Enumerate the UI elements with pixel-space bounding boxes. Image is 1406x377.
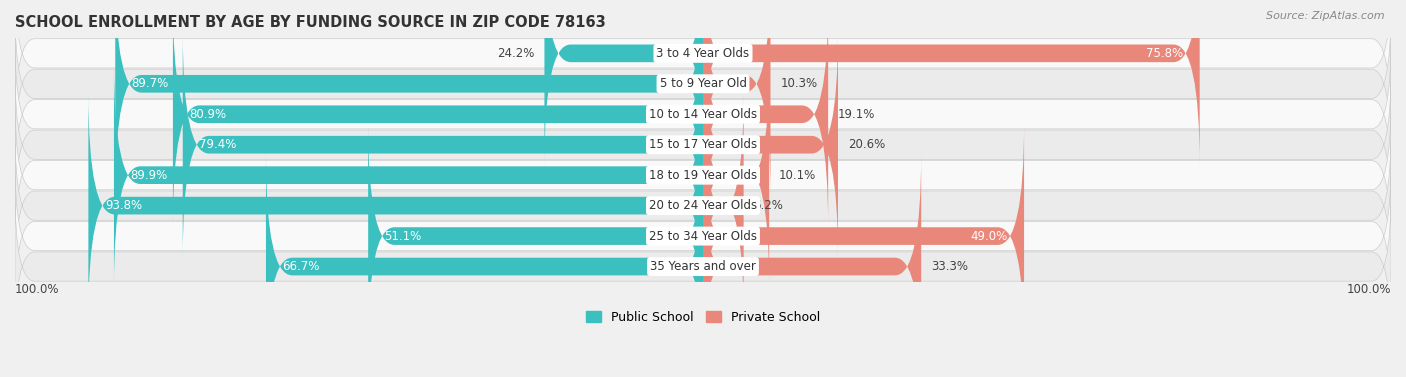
Text: 10.1%: 10.1% (779, 169, 817, 182)
Text: 35 Years and over: 35 Years and over (650, 260, 756, 273)
FancyBboxPatch shape (266, 153, 703, 377)
Text: 79.4%: 79.4% (200, 138, 236, 151)
FancyBboxPatch shape (15, 7, 1391, 161)
Text: 20.6%: 20.6% (848, 138, 884, 151)
FancyBboxPatch shape (115, 0, 703, 197)
Text: 51.1%: 51.1% (385, 230, 422, 242)
FancyBboxPatch shape (703, 62, 769, 288)
Text: 80.9%: 80.9% (190, 108, 226, 121)
Text: 93.8%: 93.8% (105, 199, 142, 212)
FancyBboxPatch shape (89, 93, 703, 319)
Text: 66.7%: 66.7% (283, 260, 319, 273)
Text: 24.2%: 24.2% (498, 47, 534, 60)
Text: 49.0%: 49.0% (970, 230, 1008, 242)
FancyBboxPatch shape (15, 129, 1391, 282)
FancyBboxPatch shape (703, 1, 828, 227)
Text: 18 to 19 Year Olds: 18 to 19 Year Olds (650, 169, 756, 182)
Text: 20 to 24 Year Olds: 20 to 24 Year Olds (650, 199, 756, 212)
Text: 6.2%: 6.2% (754, 199, 783, 212)
Text: 100.0%: 100.0% (1347, 283, 1391, 296)
FancyBboxPatch shape (703, 0, 770, 197)
FancyBboxPatch shape (703, 123, 1024, 349)
Text: 89.9%: 89.9% (131, 169, 167, 182)
FancyBboxPatch shape (114, 62, 703, 288)
FancyBboxPatch shape (15, 190, 1391, 343)
Text: 75.8%: 75.8% (1146, 47, 1184, 60)
FancyBboxPatch shape (183, 32, 703, 258)
FancyBboxPatch shape (15, 37, 1391, 191)
FancyBboxPatch shape (173, 1, 703, 227)
FancyBboxPatch shape (368, 123, 703, 349)
Text: 3 to 4 Year Olds: 3 to 4 Year Olds (657, 47, 749, 60)
FancyBboxPatch shape (15, 68, 1391, 221)
FancyBboxPatch shape (703, 0, 1199, 166)
Text: 19.1%: 19.1% (838, 108, 876, 121)
FancyBboxPatch shape (703, 93, 744, 319)
FancyBboxPatch shape (544, 0, 703, 166)
FancyBboxPatch shape (703, 32, 838, 258)
Legend: Public School, Private School: Public School, Private School (581, 306, 825, 329)
Text: 10.3%: 10.3% (780, 77, 817, 90)
Text: 5 to 9 Year Old: 5 to 9 Year Old (659, 77, 747, 90)
FancyBboxPatch shape (15, 159, 1391, 313)
Text: 10 to 14 Year Olds: 10 to 14 Year Olds (650, 108, 756, 121)
FancyBboxPatch shape (15, 98, 1391, 252)
FancyBboxPatch shape (703, 153, 921, 377)
Text: 15 to 17 Year Olds: 15 to 17 Year Olds (650, 138, 756, 151)
Text: 89.7%: 89.7% (132, 77, 169, 90)
Text: 100.0%: 100.0% (15, 283, 59, 296)
Text: SCHOOL ENROLLMENT BY AGE BY FUNDING SOURCE IN ZIP CODE 78163: SCHOOL ENROLLMENT BY AGE BY FUNDING SOUR… (15, 15, 606, 30)
Text: Source: ZipAtlas.com: Source: ZipAtlas.com (1267, 11, 1385, 21)
Text: 33.3%: 33.3% (931, 260, 967, 273)
Text: 25 to 34 Year Olds: 25 to 34 Year Olds (650, 230, 756, 242)
FancyBboxPatch shape (15, 0, 1391, 130)
